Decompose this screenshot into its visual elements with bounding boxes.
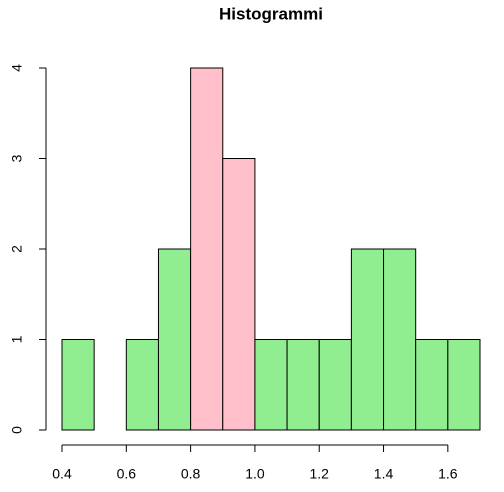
bar <box>318 339 352 431</box>
bar <box>61 339 95 431</box>
y-tick-label: 0 <box>9 426 25 434</box>
bar <box>254 339 288 431</box>
bar <box>286 339 320 431</box>
bar <box>447 339 481 431</box>
x-tick-label: 1.6 <box>438 466 458 482</box>
bar <box>125 339 159 431</box>
bar <box>350 248 385 431</box>
y-tick-label: 1 <box>9 335 25 343</box>
x-tick-label: 1.4 <box>374 466 394 482</box>
x-tick-label: 0.6 <box>117 466 137 482</box>
bar <box>415 339 449 431</box>
y-tick-label: 2 <box>9 245 25 253</box>
x-tick-label: 1.2 <box>309 466 329 482</box>
bar <box>157 248 192 431</box>
x-tick-label: 0.4 <box>52 466 72 482</box>
x-tick-label: 0.8 <box>181 466 201 482</box>
x-tick-label: 1.0 <box>245 466 265 482</box>
bar <box>222 158 256 431</box>
bar <box>190 67 224 431</box>
chart-title: Histogrammi <box>219 4 323 23</box>
y-tick-label: 4 <box>9 64 25 72</box>
bar <box>383 248 417 431</box>
y-tick-label: 3 <box>9 154 25 162</box>
